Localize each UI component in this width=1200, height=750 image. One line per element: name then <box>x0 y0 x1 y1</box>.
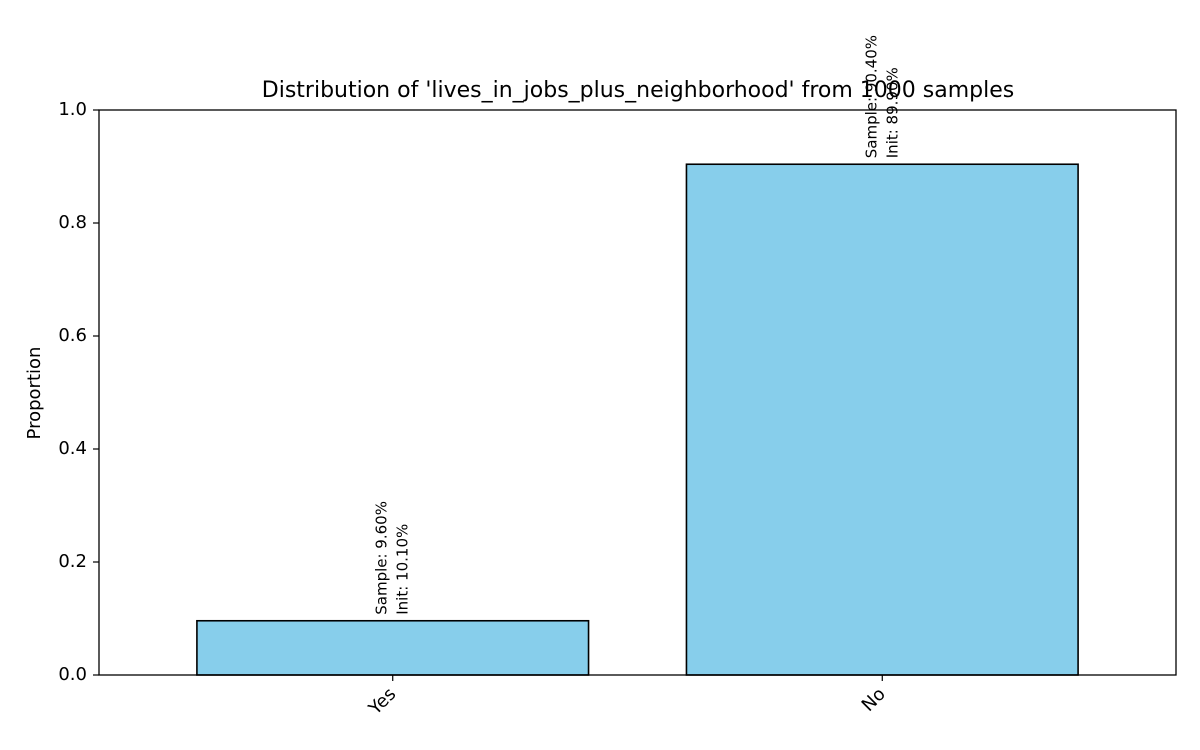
x-tick-label-no: No <box>858 684 890 716</box>
bar-no <box>685 163 1079 676</box>
bar-annotation-no-1: Init: 89.90% <box>883 67 901 158</box>
y-axis-label: Proportion <box>24 347 45 440</box>
y-tick-label-0: 0.0 <box>58 664 87 685</box>
x-tick-label-yes: Yes <box>364 684 400 720</box>
bar-annotation-yes-0: Sample: 9.60% <box>373 501 391 615</box>
annotations-layer: Sample: 9.60% Init: 10.10% Sample: 90.40% I… <box>373 35 902 615</box>
y-tick-label-2: 0.4 <box>58 438 87 459</box>
y-tick-label-3: 0.6 <box>58 325 87 346</box>
bars-layer <box>196 163 1079 676</box>
bar-annotation-no-0: Sample: 90.40% <box>862 35 880 158</box>
y-tick-label-5: 1.0 <box>58 99 87 120</box>
bar-annotation-yes-1: Init: 10.10% <box>394 524 412 615</box>
y-tick-label-1: 0.2 <box>58 551 87 572</box>
chart-title: Distribution of 'lives_in_jobs_plus_neig… <box>262 78 1014 103</box>
bar-yes <box>196 619 590 676</box>
plot-frame <box>98 109 1177 676</box>
y-axis: 0.0 0.2 0.4 0.6 0.8 1.0 <box>58 99 99 685</box>
y-tick-label-4: 0.8 <box>58 212 87 233</box>
x-axis: Yes No <box>364 675 890 720</box>
